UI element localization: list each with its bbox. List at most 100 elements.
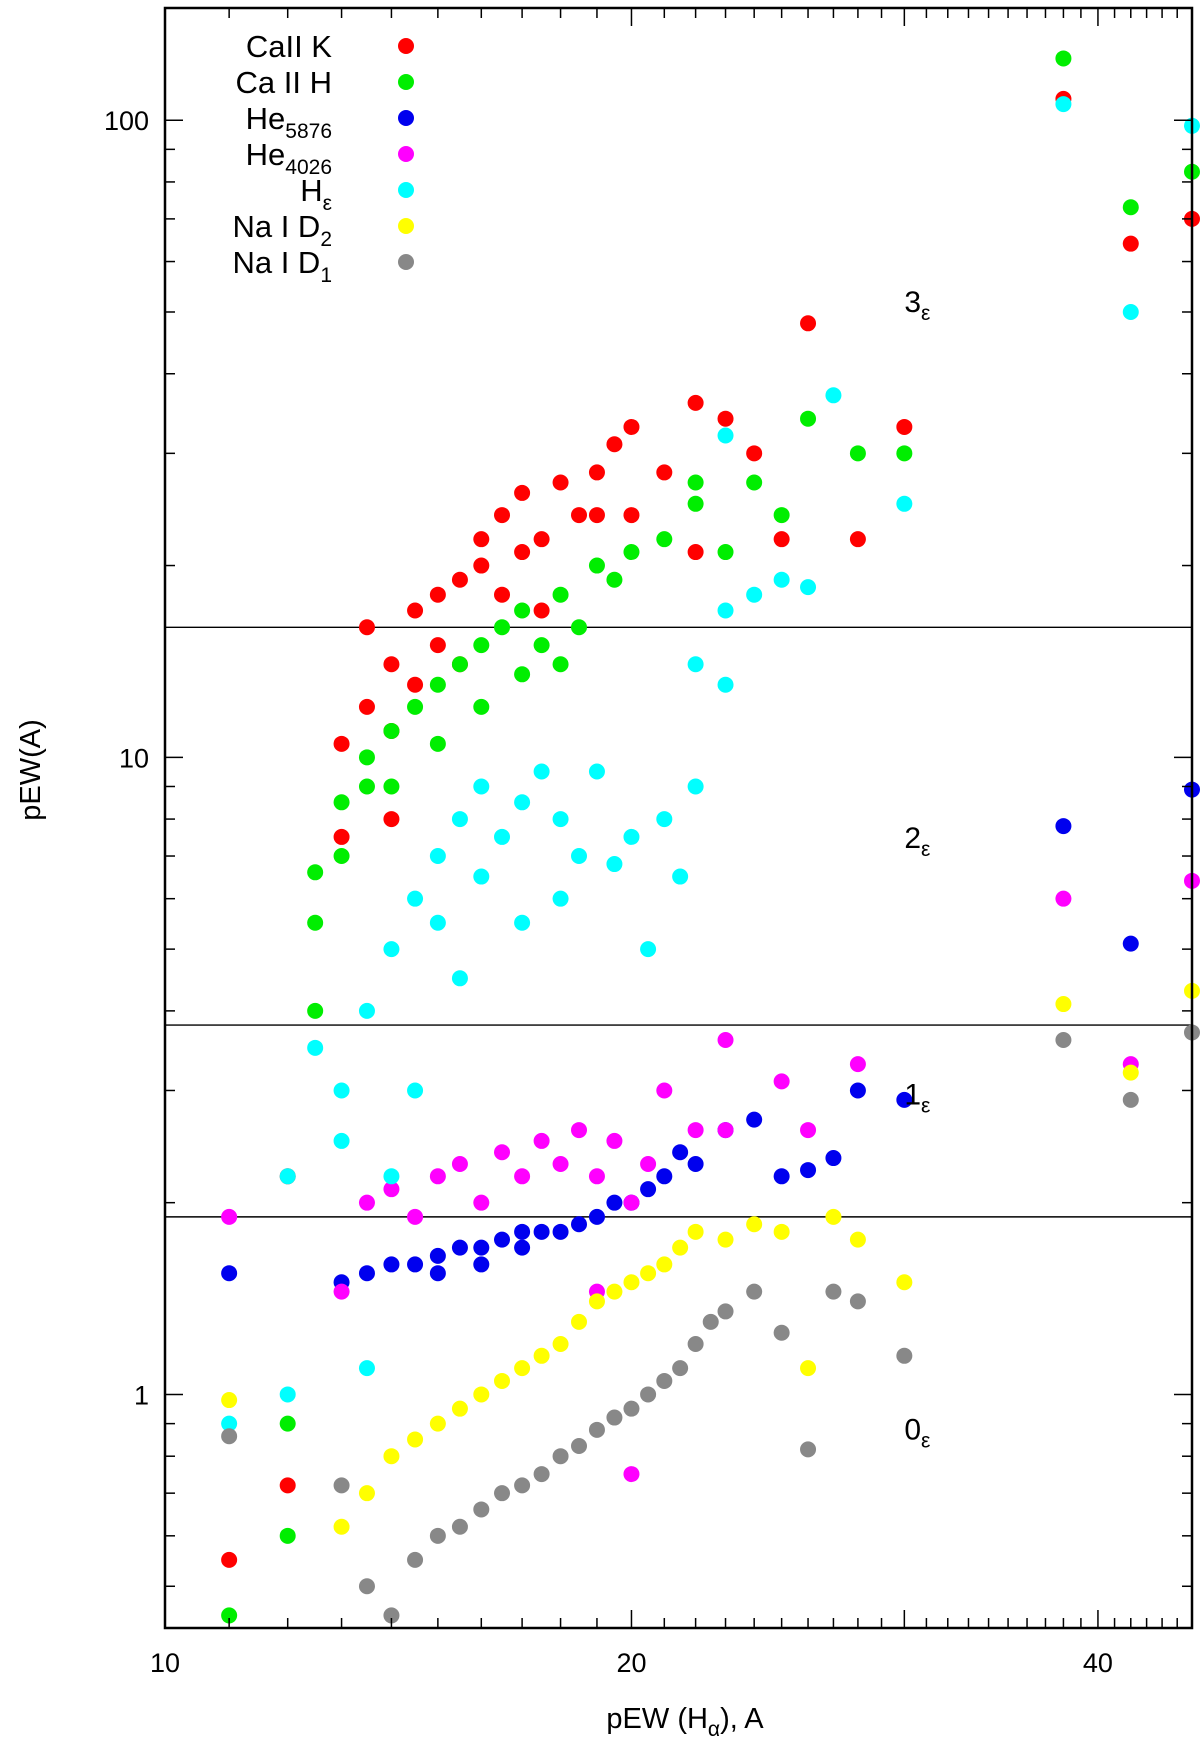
data-point <box>221 1415 238 1432</box>
data-point <box>687 1155 704 1172</box>
data-point <box>451 1239 468 1256</box>
data-point <box>606 1409 623 1426</box>
data-point <box>571 848 588 865</box>
data-point <box>494 1485 511 1502</box>
data-point <box>407 1208 424 1225</box>
annotation-2: 1ε <box>904 1079 930 1118</box>
data-point <box>429 1265 446 1282</box>
data-point <box>279 1168 296 1185</box>
data-point <box>896 1347 913 1364</box>
data-point <box>429 1415 446 1432</box>
data-point <box>1055 1032 1072 1049</box>
data-point <box>358 1265 375 1282</box>
data-point <box>717 1122 734 1139</box>
threshold-lines <box>165 626 1192 1218</box>
data-point <box>800 1122 817 1139</box>
series-5 <box>221 982 1200 1535</box>
series-1 <box>221 50 1200 1624</box>
data-point <box>429 1527 446 1544</box>
data-point <box>552 656 569 673</box>
data-point <box>221 1607 238 1624</box>
data-point <box>451 1400 468 1417</box>
data-point <box>849 1082 866 1099</box>
data-point <box>514 794 531 811</box>
data-point <box>571 1313 588 1330</box>
data-point <box>333 794 350 811</box>
data-point <box>656 1372 673 1389</box>
legend-label-6: Na I D1 <box>232 245 332 287</box>
data-point <box>672 1239 689 1256</box>
data-point <box>383 1607 400 1624</box>
data-point <box>849 1056 866 1073</box>
data-point <box>279 1477 296 1494</box>
data-point <box>588 507 605 524</box>
data-point <box>606 856 623 873</box>
data-point <box>623 828 640 845</box>
data-point <box>473 1239 490 1256</box>
data-point <box>606 1132 623 1149</box>
data-point <box>473 1386 490 1403</box>
data-point <box>307 914 324 931</box>
data-point <box>221 1551 238 1568</box>
data-point <box>1122 303 1139 320</box>
data-point <box>672 1144 689 1161</box>
data-point <box>588 1293 605 1310</box>
data-point <box>451 1155 468 1172</box>
data-point <box>514 602 531 619</box>
data-point <box>800 410 817 427</box>
data-point <box>702 1313 719 1330</box>
y-axis-title: pEW(A) <box>15 719 47 821</box>
data-point <box>494 1231 511 1248</box>
data-point <box>221 1392 238 1409</box>
data-point <box>279 1527 296 1544</box>
data-point <box>825 387 842 404</box>
data-point <box>358 619 375 636</box>
data-point <box>333 1477 350 1494</box>
data-point <box>656 1082 673 1099</box>
data-point <box>383 1256 400 1273</box>
data-point <box>383 722 400 739</box>
data-point <box>800 315 817 332</box>
data-point <box>896 418 913 435</box>
axis-ticks: 1 10 100 10 20 40 <box>104 8 1193 1678</box>
data-point <box>672 868 689 885</box>
data-point <box>1122 935 1139 952</box>
data-point <box>533 1347 550 1364</box>
data-point <box>429 914 446 931</box>
data-point <box>640 1265 657 1282</box>
data-point <box>640 1155 657 1172</box>
data-point <box>451 811 468 828</box>
x-tick-label: 10 <box>150 1648 180 1678</box>
data-point <box>429 848 446 865</box>
legend-marker-6 <box>398 254 414 270</box>
data-point <box>407 1431 424 1448</box>
data-point <box>514 1223 531 1240</box>
data-point <box>407 602 424 619</box>
data-point <box>746 1111 763 1128</box>
data-point <box>333 1283 350 1300</box>
data-point <box>552 1448 569 1465</box>
data-point <box>473 698 490 715</box>
data-point <box>588 557 605 574</box>
data-point <box>896 1091 913 1108</box>
legend-label-4: Hε <box>300 173 332 215</box>
data-points <box>221 50 1200 1624</box>
data-point <box>514 484 531 501</box>
data-point <box>640 1386 657 1403</box>
legend-label-1: Ca II H <box>236 65 332 100</box>
data-point <box>640 941 657 958</box>
data-point <box>606 436 623 453</box>
data-point <box>896 1274 913 1291</box>
data-point <box>514 1477 531 1494</box>
data-point <box>717 1303 734 1320</box>
annotation-0: 3ε <box>904 286 930 325</box>
data-point <box>358 1578 375 1595</box>
data-point <box>533 531 550 548</box>
data-point <box>672 1360 689 1377</box>
data-point <box>473 1194 490 1211</box>
data-point <box>717 1032 734 1049</box>
data-point <box>1055 996 1072 1013</box>
data-point <box>623 1400 640 1417</box>
data-point <box>307 1039 324 1056</box>
